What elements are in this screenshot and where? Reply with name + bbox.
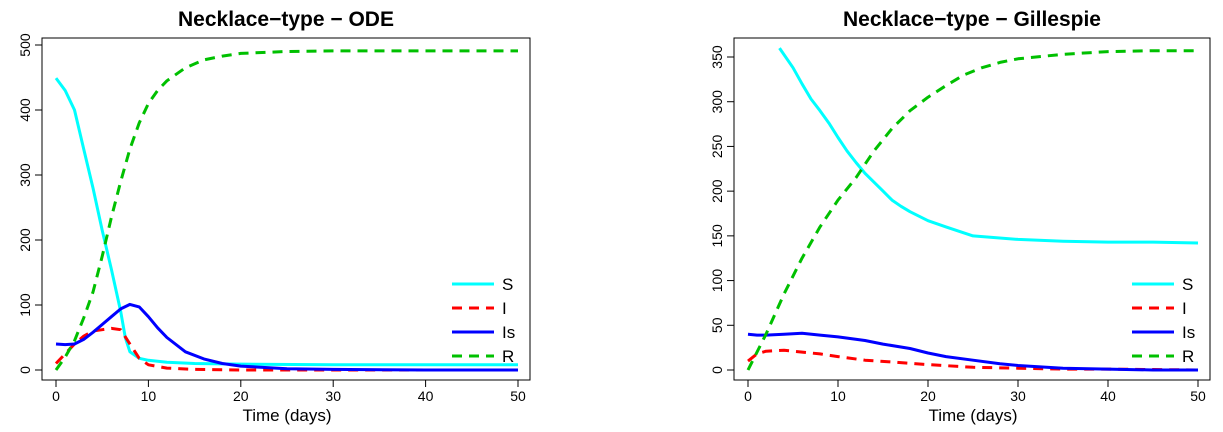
x-axis-label: Time (days) [928,406,1017,425]
x-tick-label: 50 [1190,388,1206,404]
y-tick-label: 0 [17,366,33,374]
legend-label-r: R [502,347,514,366]
legend-label-s: S [1182,275,1193,294]
x-tick-label: 40 [418,388,434,404]
y-tick-label: 200 [17,228,33,252]
legend-label-i: I [502,299,507,318]
chart-panel-ode: Necklace−type − ODE 0 10 20 30 40 50 Time (days… [0,0,611,432]
x-tick-label: 30 [1010,388,1026,404]
x-tick-label: 0 [52,388,60,404]
y-tick-label: 100 [709,269,725,293]
x-tick-label: 10 [141,388,157,404]
x-tick-label: 50 [510,388,526,404]
y-tick-label: 300 [709,90,725,114]
y-tick-label: 250 [709,135,725,159]
x-axis-label: Time (days) [242,406,331,425]
x-tick-label: 30 [325,388,341,404]
y-tick-label: 300 [17,163,33,187]
legend-label-s: S [502,275,513,294]
legend-label-i: I [1182,299,1187,318]
legend-label-is: Is [1182,323,1195,342]
chart-gillespie: Necklace−type − Gillespie 0 10 20 30 40 50 Time… [709,8,1211,425]
y-tick-label: 200 [709,179,725,203]
chart-title: Necklace−type − Gillespie [843,8,1101,31]
legend-label-r: R [1182,347,1194,366]
y-axis: 0 50 100 150 200 250 300 350 [709,45,734,374]
x-tick-label: 0 [744,388,752,404]
series-line-i [747,348,1199,372]
series-group [54,49,518,372]
y-axis: 0 100 200 300 400 500 [17,33,42,374]
y-tick-label: 50 [709,317,725,333]
chart-panel-gillespie: Necklace−type − Gillespie 0 10 20 30 40 50 Time… [612,0,1223,432]
chart-title: Necklace−type − ODE [178,8,394,31]
series-line-s [54,77,518,367]
y-tick-label: 350 [709,45,725,69]
legend-label-is: Is [502,323,515,342]
y-tick-label: 400 [17,98,33,122]
y-tick-label: 0 [709,366,725,374]
x-tick-label: 20 [920,388,936,404]
series-line-r [746,49,1198,371]
series-line-s [778,47,1199,245]
series-line-is [747,331,1198,372]
x-tick-label: 20 [233,388,249,404]
y-tick-label: 100 [17,293,33,317]
chart-ode: Necklace−type − ODE 0 10 20 30 40 50 Time (days… [17,8,531,425]
legend: SI Is R [452,275,515,366]
series-line-r [54,49,518,371]
x-axis: 0 10 20 30 40 50 [744,379,1206,404]
legend: SI Is R [1132,275,1195,366]
series-line-i [54,326,518,372]
y-tick-label: 150 [709,224,725,248]
y-tick-label: 500 [17,33,33,57]
x-tick-label: 10 [830,388,846,404]
series-group [746,47,1199,372]
series-line-is [55,302,518,372]
x-axis: 0 10 20 30 40 50 [52,379,526,404]
x-tick-label: 40 [1100,388,1116,404]
